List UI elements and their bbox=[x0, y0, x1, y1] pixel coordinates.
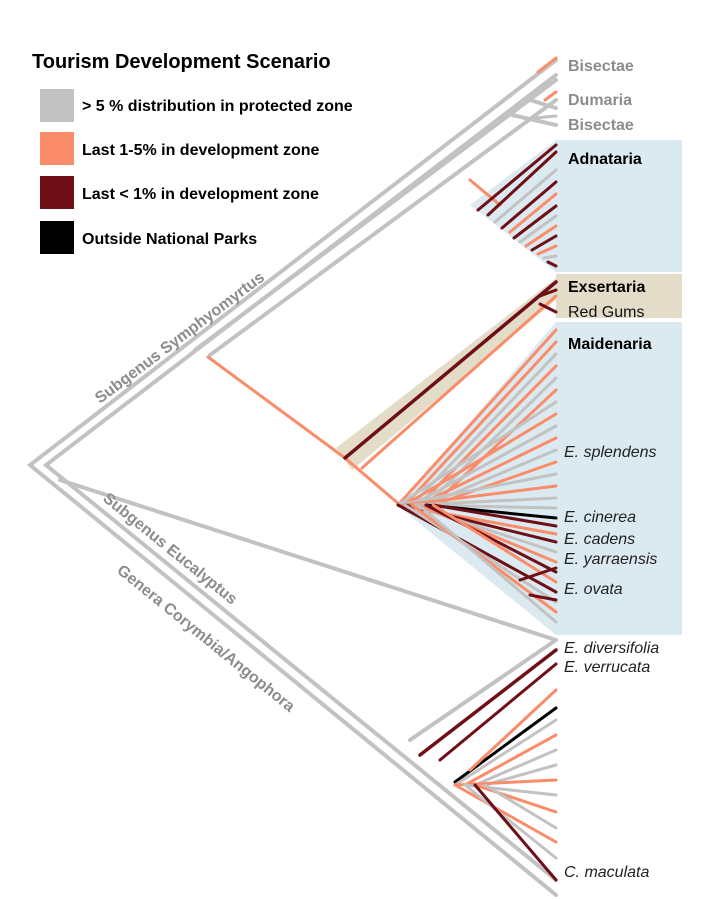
bisectae-bottom-branch bbox=[533, 114, 558, 120]
eucalyptus-lower bbox=[408, 638, 558, 742]
label-c-maculata: C. maculata bbox=[564, 864, 649, 881]
label-red-gums: Red Gums bbox=[568, 304, 644, 321]
maidenaria-tip-13 bbox=[396, 472, 558, 507]
label-e-ovata: E. ovata bbox=[564, 581, 623, 598]
dumaria-branch bbox=[543, 90, 558, 102]
exsertaria-branch bbox=[343, 280, 558, 460]
maidenaria-tip-8 bbox=[403, 412, 558, 507]
legend-label-maroon: Last < 1% in development zone bbox=[82, 186, 319, 203]
label-adnataria: Adnataria bbox=[568, 151, 642, 168]
maidenaria-tip-14 bbox=[403, 484, 558, 507]
maidenaria-tip-23 bbox=[424, 503, 558, 574]
adnataria-tip-12 bbox=[546, 260, 558, 268]
lower-tip-11 bbox=[473, 783, 558, 882]
clade-labels: Bisectae Dumaria Bisectae Adnataria Exse… bbox=[568, 58, 652, 353]
adnataria-tip-4 bbox=[500, 180, 558, 230]
label-bisectae-bottom: Bisectae bbox=[568, 117, 634, 134]
eucalyptus-branch bbox=[58, 478, 558, 642]
lower-tip-10 bbox=[463, 783, 558, 860]
red-gums-tip-1 bbox=[538, 288, 558, 298]
legend-title: Tourism Development Scenario bbox=[32, 51, 331, 73]
adnataria-tip-1 bbox=[476, 143, 558, 212]
adnataria-tip-2 bbox=[486, 150, 558, 217]
adnataria-tip-10 bbox=[536, 244, 558, 256]
symphyomyrtus-branch bbox=[193, 78, 558, 352]
label-e-cadens: E. cadens bbox=[564, 531, 635, 548]
legend-swatch-orange bbox=[40, 132, 74, 165]
label-exsertaria: Exsertaria bbox=[568, 279, 645, 296]
lower-tip-9 bbox=[453, 783, 558, 844]
label-maidenaria: Maidenaria bbox=[568, 336, 652, 353]
label-subgenus-symphyomyrtus: Subgenus Symphyomyrtus bbox=[92, 269, 268, 407]
label-dumaria: Dumaria bbox=[568, 92, 632, 109]
maidenaria-tip-24 bbox=[431, 503, 558, 584]
legend-swatch-maroon bbox=[40, 176, 74, 209]
legend-label-black: Outside National Parks bbox=[82, 231, 257, 248]
adnataria-tip-8 bbox=[524, 224, 558, 248]
maidenaria-tip-28 bbox=[417, 503, 558, 624]
diversifolia-branch bbox=[418, 648, 558, 757]
verrucata-branch bbox=[438, 662, 558, 762]
root-branch bbox=[26, 58, 558, 897]
adnataria-tip-3 bbox=[493, 168, 558, 224]
lower-tip-8 bbox=[483, 783, 558, 830]
yarraensis-tip bbox=[518, 566, 558, 582]
legend-swatch-grey bbox=[40, 89, 74, 122]
label-bisectae-top: Bisectae bbox=[568, 58, 634, 75]
adnataria-tip-6 bbox=[512, 204, 558, 240]
maidenaria-tip-2 bbox=[403, 340, 558, 507]
bisectae-top-branch bbox=[536, 56, 558, 74]
red-gums-tip-2 bbox=[538, 302, 558, 314]
adnataria-tip-11 bbox=[542, 254, 558, 260]
adnataria-tip-5 bbox=[508, 192, 558, 234]
legend: Tourism Development Scenario > 5 % distr… bbox=[32, 51, 353, 254]
lower-tip-7 bbox=[473, 783, 558, 814]
lower-tip-1 bbox=[453, 718, 558, 787]
maidenaria-tip-9 bbox=[410, 424, 558, 507]
label-e-splendens: E. splendens bbox=[564, 444, 657, 461]
label-e-yarraensis: E. yarraensis bbox=[564, 551, 657, 568]
maidenaria-tip-26 bbox=[403, 503, 558, 604]
maidenaria-tip-6 bbox=[431, 388, 558, 507]
lower-tip-3 bbox=[473, 748, 558, 787]
backbone-branches bbox=[26, 58, 558, 897]
maidenaria-tip-18 bbox=[431, 503, 558, 528]
adnataria-band bbox=[556, 140, 682, 272]
symphyomyrtus-stem bbox=[206, 355, 347, 460]
maidenaria-tip-10 bbox=[417, 436, 558, 507]
lower-tip-2 bbox=[463, 733, 558, 787]
maidenaria-band bbox=[556, 322, 682, 635]
species-labels: E. splendens E. cinerea E. cadens E. yar… bbox=[564, 444, 659, 881]
bisectae-inner bbox=[510, 113, 558, 127]
legend-swatch-black bbox=[40, 221, 74, 254]
maidenaria-tip-1 bbox=[396, 328, 558, 507]
adnataria-stem bbox=[468, 178, 502, 207]
legend-label-orange: Last 1-5% in development zone bbox=[82, 142, 319, 159]
exsertaria-band bbox=[556, 274, 682, 318]
lower-tip-5 bbox=[453, 778, 558, 787]
subgenus-labels: Subgenus Symphyomyrtus Subgenus Eucalypt… bbox=[92, 269, 298, 716]
legend-label-grey: > 5 % distribution in protected zone bbox=[82, 98, 353, 115]
adnataria-tip-7 bbox=[518, 214, 558, 244]
label-e-diversifolia: E. diversifolia bbox=[564, 640, 659, 657]
maidenaria-tip-15 bbox=[410, 496, 558, 507]
symphyomyrtus-inner bbox=[208, 98, 558, 357]
label-e-cinerea: E. cinerea bbox=[564, 509, 636, 526]
colored-branches bbox=[206, 56, 558, 882]
label-e-verrucata: E. verrucata bbox=[564, 659, 650, 676]
adnataria-tip-9 bbox=[530, 234, 558, 252]
red-gums-branch bbox=[360, 294, 558, 470]
ovata-tip bbox=[528, 593, 558, 602]
maidenaria-tip-7 bbox=[396, 400, 558, 507]
lower-orange-1 bbox=[468, 688, 558, 772]
dumaria-inner bbox=[528, 98, 558, 110]
maidenaria-stem bbox=[343, 456, 402, 507]
label-subgenus-eucalyptus: Subgenus Eucalyptus bbox=[99, 490, 240, 608]
